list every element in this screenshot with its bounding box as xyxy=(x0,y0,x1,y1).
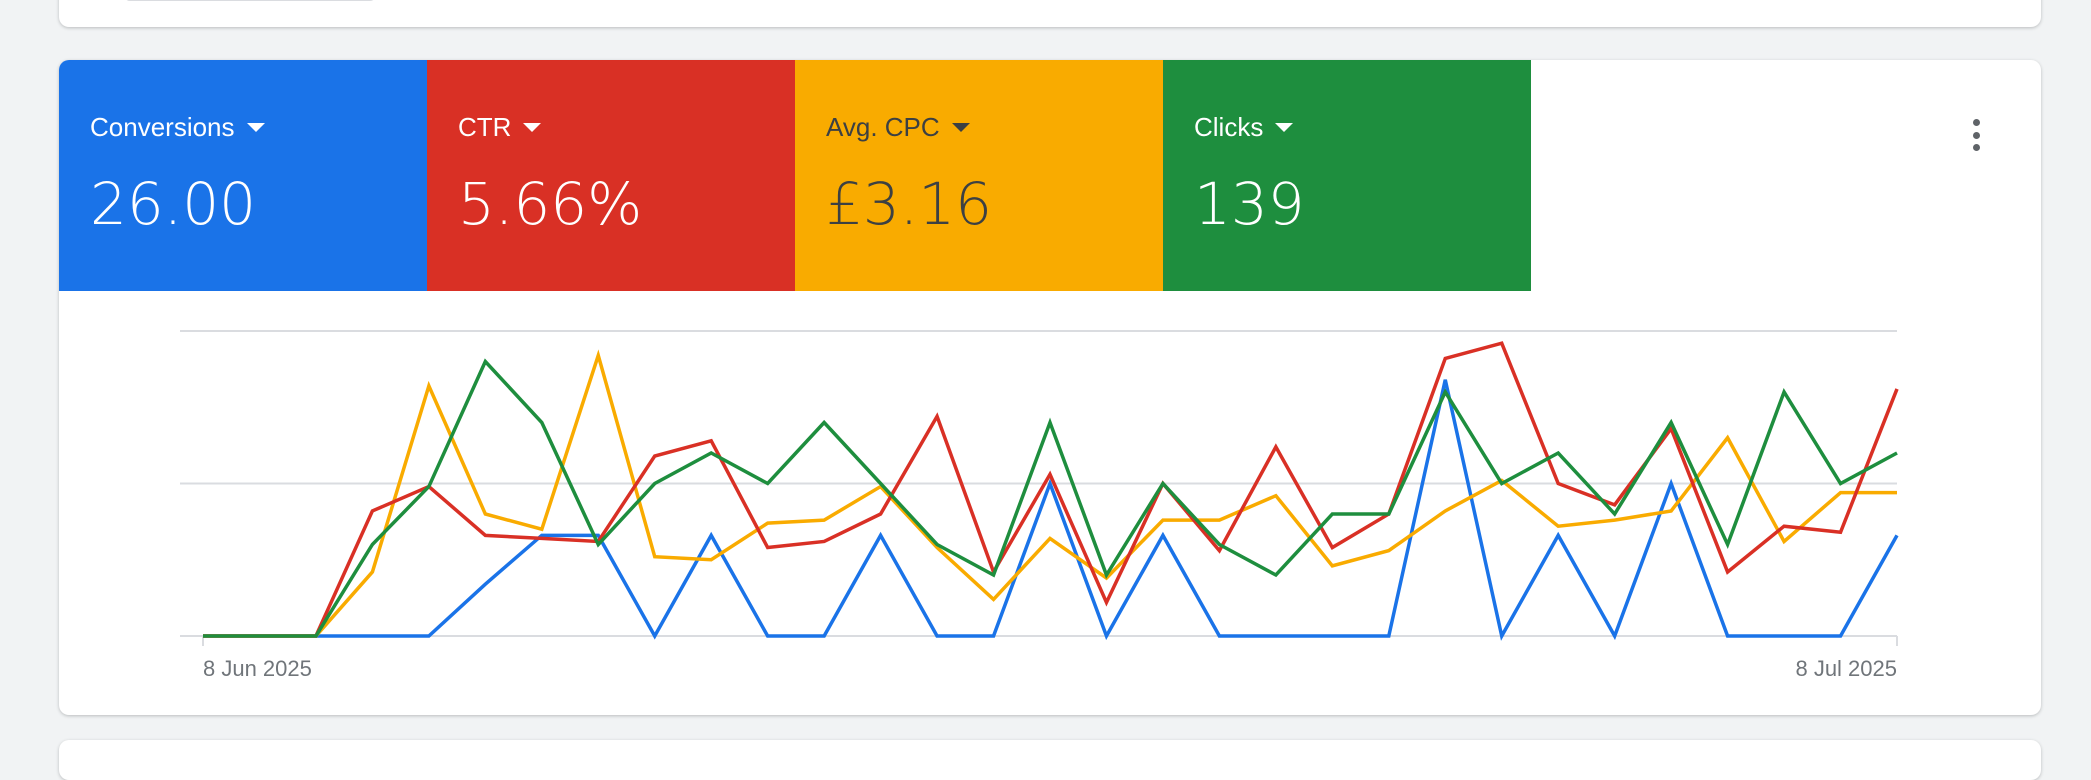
previous-card xyxy=(59,0,2041,27)
series-line-conversions xyxy=(203,379,1899,641)
metric-tile-ctr[interactable]: CTR 5.66% xyxy=(427,60,795,291)
caret-down-icon[interactable] xyxy=(246,123,265,132)
caret-down-icon[interactable] xyxy=(951,123,970,132)
metric-tile-clicks[interactable]: Clicks 139 xyxy=(1163,60,1531,291)
line-chart xyxy=(180,330,1899,646)
series-line-clicks xyxy=(203,358,1898,638)
more-vert-icon[interactable] xyxy=(1964,115,1988,155)
series-line-ctr xyxy=(203,341,1899,638)
x-tick-label-start: 8 Jun 2025 xyxy=(203,656,312,681)
metric-label: Avg. CPC xyxy=(826,112,940,142)
series-line-avg-cpc xyxy=(203,349,1897,638)
metric-value: 139 xyxy=(1194,170,1305,238)
metric-value: £3.16 xyxy=(826,170,993,238)
metric-label: CTR xyxy=(458,112,512,142)
x-tick-label-end: 8 Jul 2025 xyxy=(1795,656,1897,681)
previous-card-control[interactable] xyxy=(124,0,376,1)
metric-tile-avg-cpc[interactable]: Avg. CPC £3.16 xyxy=(795,60,1163,291)
metric-value: 26.00 xyxy=(90,170,257,238)
caret-down-icon[interactable] xyxy=(523,123,542,132)
performance-chart-card: Conversions 26.00 CTR 5.66% Avg. CPC £3.… xyxy=(59,60,2041,715)
metric-label: Clicks xyxy=(1194,112,1264,142)
metric-value: 5.66% xyxy=(458,170,643,238)
metric-tile-conversions[interactable]: Conversions 26.00 xyxy=(59,60,427,291)
next-card xyxy=(59,740,2041,780)
metric-label: Conversions xyxy=(90,112,235,142)
caret-down-icon[interactable] xyxy=(1275,123,1294,132)
